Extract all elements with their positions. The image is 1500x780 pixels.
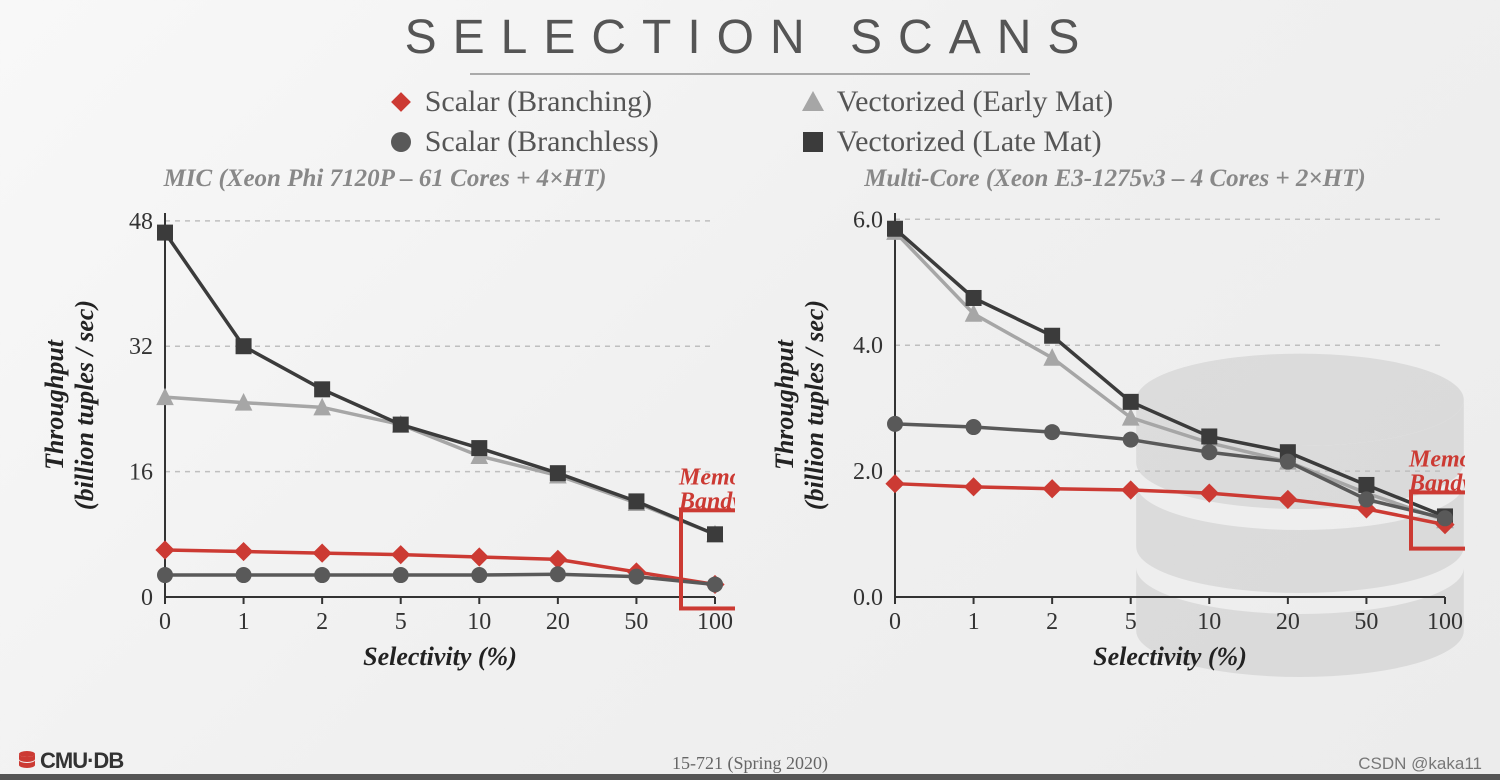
svg-text:48: 48 <box>129 209 153 235</box>
svg-text:1: 1 <box>238 609 250 635</box>
svg-text:5: 5 <box>395 609 407 635</box>
svg-text:4.0: 4.0 <box>853 333 883 359</box>
circle-icon <box>387 128 415 156</box>
legend-item-scalar-branching: Scalar (Branching) <box>387 85 659 119</box>
svg-text:Bandwidth: Bandwidth <box>678 488 735 514</box>
diamond-icon <box>387 88 415 116</box>
svg-text:Throughput: Throughput <box>40 339 69 470</box>
svg-text:Throughput: Throughput <box>770 339 799 470</box>
svg-text:(billion tuples / sec): (billion tuples / sec) <box>800 300 829 510</box>
svg-text:10: 10 <box>467 609 491 635</box>
legend-item-vec-late: Vectorized (Late Mat) <box>799 125 1114 159</box>
triangle-icon <box>799 88 827 116</box>
legend-item-scalar-branchless: Scalar (Branchless) <box>387 125 659 159</box>
chart-svg-left: 0 16 32 48 0 1 2 5 10 20 50 100 Selectivity (%) Throu… <box>35 195 735 675</box>
svg-text:50: 50 <box>624 609 648 635</box>
footer-left-logo: CMU·DB <box>18 748 123 774</box>
chart-right: Multi-Core (Xeon E3-1275v3 – 4 Cores + 2… <box>765 165 1465 675</box>
charts-row: MIC (Xeon Phi 7120P – 61 Cores + 4×HT) 0… <box>0 165 1500 675</box>
svg-text:Selectivity (%): Selectivity (%) <box>363 642 517 671</box>
footer-right: CSDN @kaka11 <box>1358 754 1482 774</box>
legend-item-vec-early: Vectorized (Early Mat) <box>799 85 1114 119</box>
legend: Scalar (Branching) Scalar (Branchless) V… <box>0 85 1500 159</box>
footer-center: 15-721 (Spring 2020) <box>672 753 828 774</box>
svg-text:0: 0 <box>159 609 171 635</box>
svg-text:100: 100 <box>1427 609 1463 635</box>
bottom-bar <box>0 774 1500 780</box>
chart-svg-right: 0.0 2.0 4.0 6.0 0 1 2 5 10 20 50 100 Selectivity (%)… <box>765 195 1465 675</box>
title-underline <box>470 73 1030 75</box>
svg-text:50: 50 <box>1354 609 1378 635</box>
chart-left: MIC (Xeon Phi 7120P – 61 Cores + 4×HT) 0… <box>35 165 735 675</box>
legend-label: Vectorized (Early Mat) <box>837 85 1114 119</box>
svg-text:Selectivity (%): Selectivity (%) <box>1093 642 1247 671</box>
svg-text:0: 0 <box>141 585 153 611</box>
legend-label: Scalar (Branching) <box>425 85 652 119</box>
svg-text:(billion tuples / sec): (billion tuples / sec) <box>70 300 99 510</box>
svg-text:20: 20 <box>1276 609 1300 635</box>
chart-subtitle-right: Multi-Core (Xeon E3-1275v3 – 4 Cores + 2… <box>765 165 1465 193</box>
svg-text:Bandwidth: Bandwidth <box>1408 470 1465 496</box>
db-icon <box>18 750 36 772</box>
svg-text:1: 1 <box>968 609 980 635</box>
svg-text:6.0: 6.0 <box>853 207 883 233</box>
svg-text:2: 2 <box>1046 609 1058 635</box>
svg-text:2: 2 <box>316 609 328 635</box>
square-icon <box>799 128 827 156</box>
chart-subtitle-left: MIC (Xeon Phi 7120P – 61 Cores + 4×HT) <box>35 165 735 193</box>
svg-text:10: 10 <box>1197 609 1221 635</box>
svg-text:20: 20 <box>546 609 570 635</box>
svg-text:100: 100 <box>697 609 733 635</box>
svg-text:2.0: 2.0 <box>853 459 883 485</box>
legend-label: Scalar (Branchless) <box>425 125 659 159</box>
svg-text:5: 5 <box>1125 609 1137 635</box>
svg-text:Memory: Memory <box>1408 446 1465 472</box>
svg-text:16: 16 <box>129 460 153 486</box>
page-title: SELECTION SCANS <box>0 0 1500 65</box>
svg-text:Memory: Memory <box>678 464 735 490</box>
footer: CMU·DB 15-721 (Spring 2020) CSDN @kaka11 <box>0 748 1500 774</box>
legend-label: Vectorized (Late Mat) <box>837 125 1102 159</box>
svg-text:32: 32 <box>129 334 153 360</box>
svg-text:0.0: 0.0 <box>853 585 883 611</box>
footer-left-text: CMU·DB <box>40 748 123 774</box>
svg-text:0: 0 <box>889 609 901 635</box>
